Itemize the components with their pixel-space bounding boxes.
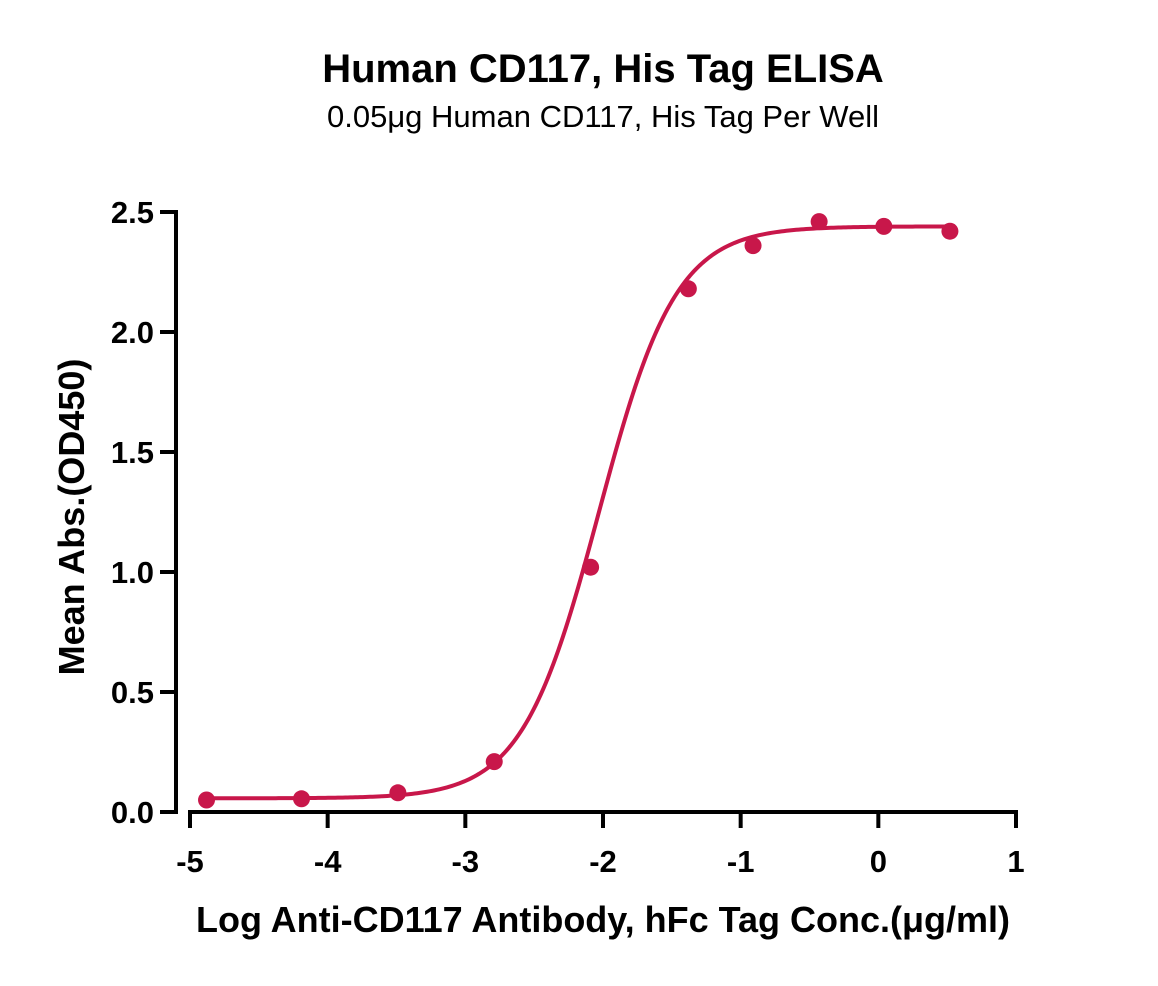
- x-tick-label: -5: [176, 844, 204, 879]
- x-tick-label: 0: [870, 844, 887, 879]
- y-tick-label: 2.5: [111, 195, 154, 230]
- data-point: [941, 222, 959, 240]
- x-axis-label: Log Anti-CD117 Antibody, hFc Tag Conc.(μ…: [196, 899, 1010, 940]
- x-tick-label: -2: [589, 844, 617, 879]
- y-tick-label: 1.5: [111, 435, 154, 470]
- data-point: [485, 753, 503, 771]
- y-tick-label: 1.0: [111, 555, 154, 590]
- fit-curve-layer: [206, 224, 950, 801]
- fit-curve: [206, 224, 950, 801]
- data-point: [810, 213, 828, 231]
- data-point: [744, 237, 762, 255]
- x-tick-label: -1: [727, 844, 755, 879]
- data-point: [582, 558, 600, 576]
- y-axis: 0.0 0.5 1.0 1.5 2.0 2.5: [111, 195, 178, 830]
- data-points-layer: [198, 213, 959, 809]
- data-point: [293, 790, 311, 808]
- y-tick-label: 2.0: [111, 315, 154, 350]
- data-point: [679, 280, 697, 298]
- data-point: [198, 791, 216, 809]
- x-tick-label: -3: [452, 844, 480, 879]
- y-tick-label: 0.5: [111, 675, 154, 710]
- y-tick-label: 0.0: [111, 795, 154, 830]
- x-axis: -5 -4 -3 -2 -1 0 1: [176, 810, 1025, 879]
- data-point: [875, 217, 893, 235]
- data-point: [389, 784, 407, 802]
- x-tick-label: -4: [314, 844, 342, 879]
- x-tick-label: 1: [1007, 844, 1024, 879]
- y-axis-label: Mean Abs.(OD450): [51, 359, 92, 676]
- chart-subtitle: 0.05μg Human CD117, His Tag Per Well: [327, 99, 879, 134]
- chart-title: Human CD117, His Tag ELISA: [322, 47, 884, 91]
